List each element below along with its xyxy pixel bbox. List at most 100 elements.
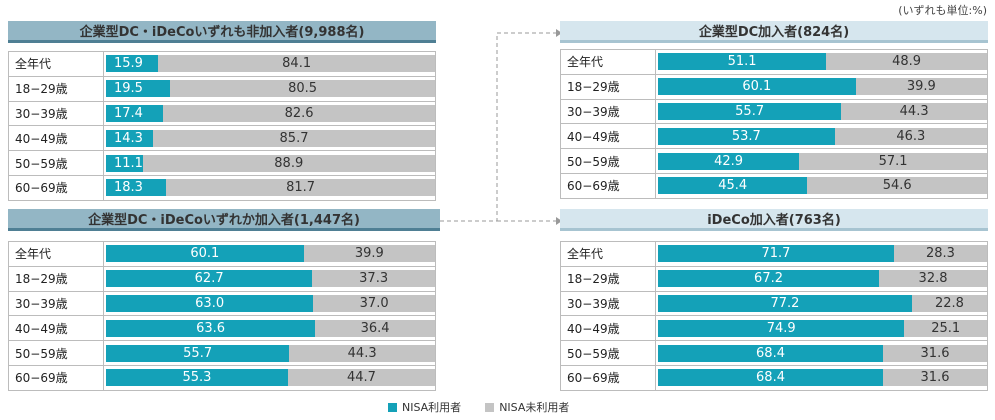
bar-nisa-nonuser: 19.5 80.5 (106, 80, 435, 98)
panel-title: 企業型DC加入者(824名) (560, 21, 988, 43)
category-label: 30−39歳 (8, 290, 104, 317)
table-row: 18−29歳 60.1 39.9 (560, 73, 988, 100)
category-label: 18−29歳 (8, 265, 104, 292)
data-label-nisa-user: 17.4 (114, 105, 143, 121)
table-row: 50−59歳 42.9 57.1 (560, 148, 988, 174)
category-label: 40−49歳 (560, 315, 656, 342)
panel-title: 企業型DC・iDeCoいずれも非加入者(9,988名) (8, 21, 436, 43)
bar-cell: 71.7 28.3 (655, 241, 988, 267)
bar-nisa-user (658, 177, 808, 195)
bar-cell: 17.4 82.6 (103, 100, 436, 127)
data-label-nisa-nonuser: 80.5 (288, 81, 318, 97)
bar-nisa-user (658, 102, 842, 120)
category-label: 60−69歳 (560, 172, 656, 199)
category-label: 40−49歳 (8, 315, 104, 342)
bar-nisa-nonuser: 74.9 25.1 (658, 319, 987, 337)
bar-nisa-nonuser: 51.1 48.9 (658, 53, 987, 71)
data-label-nisa-nonuser: 31.6 (920, 345, 950, 361)
bar-cell: 55.7 44.3 (103, 340, 436, 366)
legend-item-nisa-nonuser: NISA未利用者 (485, 399, 569, 415)
bar-nisa-nonuser: 71.7 28.3 (658, 245, 987, 263)
bar-nisa-user (106, 270, 313, 288)
bar-nisa-user (106, 369, 288, 387)
panel-title: iDeCo加入者(763名) (560, 209, 988, 231)
bar-nisa-nonuser: 14.3 85.7 (106, 129, 435, 147)
bar-nisa-user (658, 152, 800, 170)
unit-note: (いずれも単位:%) (898, 4, 987, 17)
category-label: 60−69歳 (8, 364, 104, 391)
bar-nisa-nonuser: 68.4 31.6 (658, 344, 987, 362)
data-label-nisa-nonuser: 31.6 (920, 370, 950, 386)
bar-nisa-nonuser: 53.7 46.3 (658, 127, 987, 145)
bar-nisa-user (658, 53, 827, 71)
bar-nisa-nonuser: 55.7 44.3 (658, 102, 987, 120)
category-label: 30−39歳 (560, 98, 656, 125)
bar-cell: 60.1 39.9 (655, 73, 988, 100)
bar-nisa-user (106, 294, 314, 312)
data-label-nisa-nonuser: 88.9 (274, 155, 304, 171)
data-label-nisa-user: 11.1 (114, 155, 143, 171)
bar-nisa-nonuser: 11.1 88.9 (106, 154, 435, 172)
bar-nisa-nonuser: 60.1 39.9 (106, 245, 435, 263)
bar-nisa-user (106, 319, 316, 337)
bar-cell: 63.6 36.4 (103, 315, 436, 342)
table-row: 60−69歳 68.4 31.6 (560, 364, 988, 391)
table-row: 50−59歳 55.7 44.3 (8, 340, 436, 366)
category-label: 40−49歳 (560, 123, 656, 150)
category-label: 全年代 (560, 241, 656, 267)
bar-nisa-nonuser: 45.4 54.6 (658, 177, 987, 195)
data-label-nisa-user: 53.7 (731, 128, 761, 144)
table-row: 18−29歳 19.5 80.5 (8, 75, 436, 102)
bar-nisa-user (658, 127, 835, 145)
bar-cell: 62.7 37.3 (103, 265, 436, 292)
panel-table: 全年代 60.1 39.9 18−29歳 62.7 37.3 30−39歳 63.0 37.0 4… (8, 241, 436, 391)
table-row: 40−49歳 14.3 85.7 (8, 125, 436, 152)
data-label-nisa-user: 51.1 (727, 54, 757, 70)
data-label-nisa-user: 77.2 (770, 295, 800, 311)
bar-nisa-nonuser: 15.9 84.1 (106, 55, 435, 73)
bar-nisa-nonuser: 77.2 22.8 (658, 294, 987, 312)
bar-nisa-nonuser: 62.7 37.3 (106, 270, 435, 288)
data-label-nisa-nonuser: 36.4 (360, 320, 390, 336)
table-row: 全年代 15.9 84.1 (8, 51, 436, 77)
category-label: 50−59歳 (560, 340, 656, 366)
data-label-nisa-user: 74.9 (766, 320, 796, 336)
bar-nisa-nonuser: 55.7 44.3 (106, 344, 435, 362)
data-label-nisa-nonuser: 25.1 (931, 320, 961, 336)
legend-swatch-nisa-nonuser (485, 402, 495, 412)
bar-cell: 51.1 48.9 (655, 49, 988, 75)
category-label: 60−69歳 (560, 364, 656, 391)
bar-nisa-user (106, 55, 159, 73)
legend-label-nisa-user: NISA利用者 (402, 401, 462, 414)
bar-cell: 18.3 81.7 (103, 174, 436, 201)
data-label-nisa-user: 55.3 (182, 370, 212, 386)
category-label: 30−39歳 (560, 290, 656, 317)
table-row: 18−29歳 67.2 32.8 (560, 265, 988, 292)
bar-nisa-user (106, 154, 143, 172)
table-row: 18−29歳 62.7 37.3 (8, 265, 436, 292)
bar-nisa-user (658, 78, 856, 96)
bar-nisa-nonuser: 18.3 81.7 (106, 179, 435, 197)
data-label-nisa-nonuser: 57.1 (878, 153, 908, 169)
table-row: 60−69歳 55.3 44.7 (8, 364, 436, 391)
category-label: 18−29歳 (560, 265, 656, 292)
bar-nisa-user (658, 369, 884, 387)
data-label-nisa-user: 63.6 (196, 320, 226, 336)
table-row: 全年代 60.1 39.9 (8, 241, 436, 267)
table-row: 全年代 51.1 48.9 (560, 49, 988, 75)
category-label: 50−59歳 (8, 150, 104, 176)
table-row: 50−59歳 11.1 88.9 (8, 150, 436, 176)
bar-nisa-nonuser: 17.4 82.6 (106, 104, 435, 122)
bar-cell: 74.9 25.1 (655, 315, 988, 342)
bar-cell: 68.4 31.6 (655, 364, 988, 391)
bar-cell: 19.5 80.5 (103, 75, 436, 102)
bar-nisa-user (658, 344, 884, 362)
bar-cell: 55.7 44.3 (655, 98, 988, 125)
data-label-nisa-user: 68.4 (756, 345, 785, 361)
data-label-nisa-user: 67.2 (754, 271, 784, 287)
category-label: 40−49歳 (8, 125, 104, 152)
category-label: 60−69歳 (8, 174, 104, 201)
data-label-nisa-user: 63.0 (195, 295, 225, 311)
bar-cell: 11.1 88.9 (103, 150, 436, 176)
data-label-nisa-user: 18.3 (114, 180, 143, 196)
